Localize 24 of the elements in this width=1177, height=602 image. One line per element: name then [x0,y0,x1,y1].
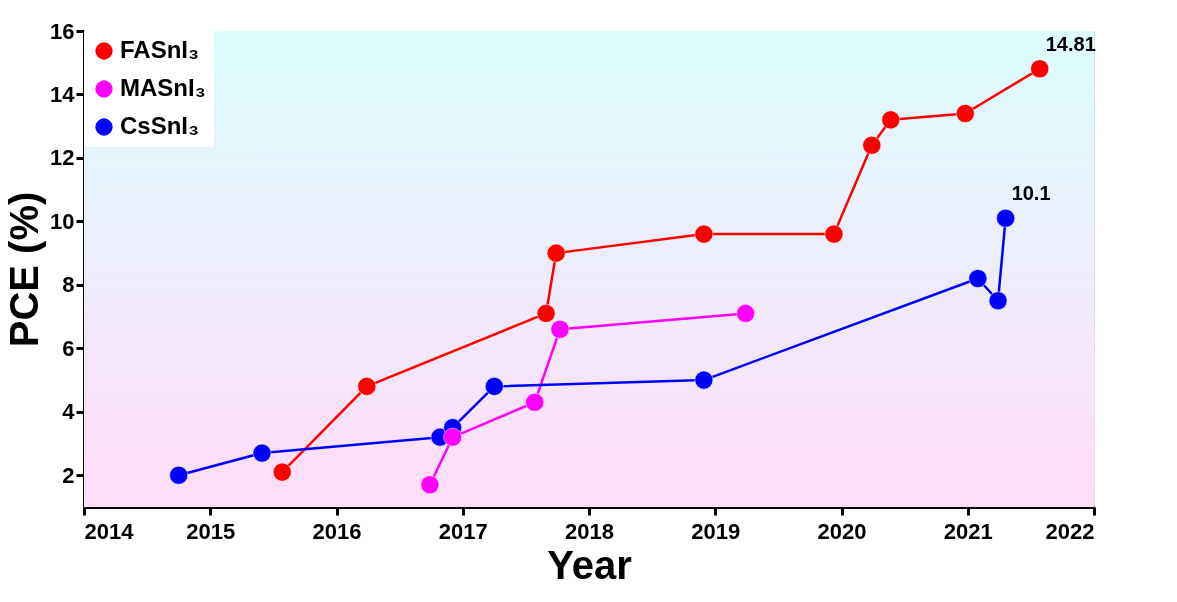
y-tick-label: 2 [62,462,75,488]
x-axis-title: Year [547,542,632,587]
x-tick-label: 2015 [186,518,236,544]
x-tick-label: 2016 [312,518,362,544]
x-tick-label: 2019 [691,518,741,544]
y-tick-label: 8 [62,272,75,298]
legend-label: CsSnI₃ [120,112,200,139]
x-tick-label: 2018 [565,518,614,544]
legend-label: MASnI₃ [120,74,206,101]
x-tick-label: 2022 [1045,518,1095,544]
x-tick-label: 2021 [943,518,993,544]
y-tick-label: 14 [50,81,76,107]
x-tick-label: 2014 [84,518,135,544]
y-tick-label: 12 [50,145,75,171]
y-axis-title: PCE (%) [2,191,47,348]
y-tick-label: 10 [50,208,75,234]
y-tick-label: 6 [62,335,75,361]
x-tick-label: 2017 [438,518,488,544]
y-tick-label: 16 [50,18,75,44]
x-tick-label: 2020 [817,518,867,544]
annotation: 10.1 [1011,182,1051,205]
annotation: 14.81 [1045,32,1096,55]
y-tick-label: 4 [62,399,76,425]
legend-label: FASnI₃ [120,36,200,63]
